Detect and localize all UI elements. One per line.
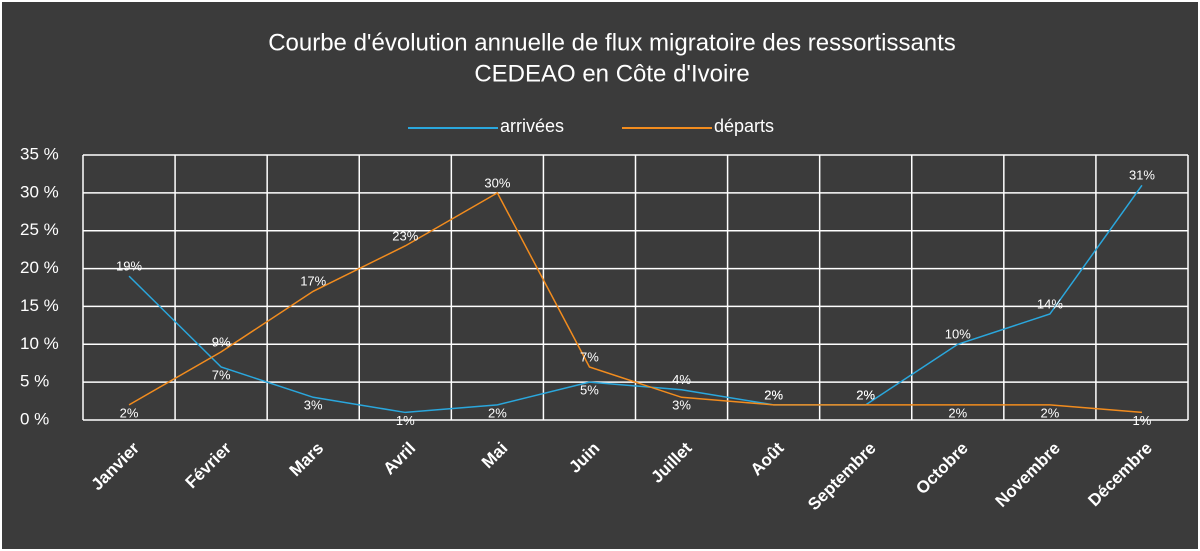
chart-title: Courbe d'évolution annuelle de flux migr… — [268, 29, 956, 56]
data-label: 31% — [1129, 168, 1155, 183]
data-label: 23% — [392, 228, 418, 243]
data-label: 30% — [484, 175, 510, 190]
data-label: 4% — [672, 372, 691, 387]
y-tick-label: 0 % — [20, 409, 49, 428]
legend-label: départs — [714, 116, 774, 136]
y-tick-label: 15 % — [20, 296, 59, 315]
data-label: 3% — [304, 398, 323, 413]
y-tick-label: 25 % — [20, 220, 59, 239]
legend-label: arrivées — [500, 116, 564, 136]
series-line — [128, 191, 1143, 414]
data-label: 2% — [1040, 405, 1059, 420]
y-tick-label: 10 % — [20, 334, 59, 353]
data-label: 5% — [580, 383, 599, 398]
data-label: 19% — [116, 259, 142, 274]
data-label: 2% — [764, 387, 783, 402]
data-label: 2% — [764, 387, 783, 402]
data-label: 2% — [120, 405, 139, 420]
data-label: 1% — [1133, 413, 1152, 428]
data-label: 17% — [300, 274, 326, 289]
y-tick-label: 5 % — [20, 372, 49, 391]
series-line — [128, 184, 1143, 414]
data-label: 7% — [212, 367, 231, 382]
data-label: 10% — [945, 327, 971, 342]
data-label: 7% — [580, 349, 599, 364]
y-tick-label: 35 % — [20, 144, 59, 163]
y-tick-label: 20 % — [20, 258, 59, 277]
data-label: 2% — [856, 387, 875, 402]
data-label: 3% — [672, 398, 691, 413]
data-label: 2% — [488, 405, 507, 420]
data-label: 9% — [212, 334, 231, 349]
data-label: 14% — [1037, 296, 1063, 311]
data-label: 2% — [856, 387, 875, 402]
data-label: 1% — [396, 413, 415, 428]
chart-title: CEDEAO en Côte d'Ivoire — [474, 60, 749, 87]
y-tick-label: 30 % — [20, 182, 59, 201]
data-label: 2% — [948, 405, 967, 420]
